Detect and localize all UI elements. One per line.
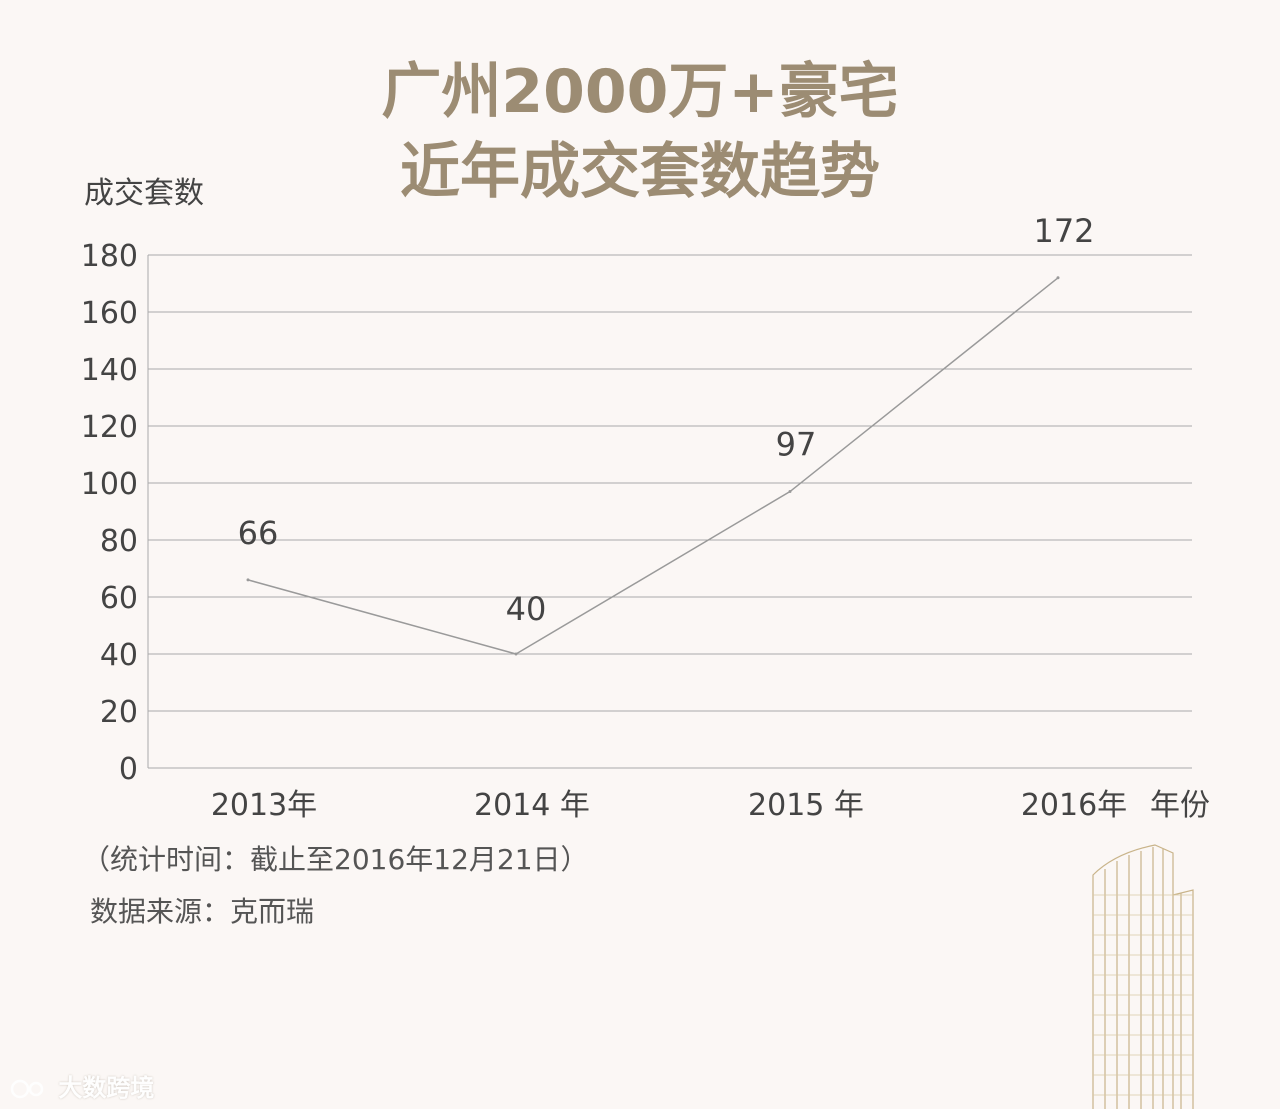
data-label: 172 [1033, 212, 1094, 250]
y-tick-label: 0 [119, 752, 138, 787]
series-line [247, 277, 1059, 655]
y-tick-label: 140 [81, 353, 138, 388]
y-tick-label: 100 [81, 467, 138, 502]
y-tick-label: 80 [100, 524, 138, 559]
chart-title: 广州2000万+豪宅 近年成交套数趋势 [0, 52, 1280, 212]
x-tick-label: 2016年 [1021, 788, 1127, 823]
y-tick-label: 180 [81, 239, 138, 274]
data-point [1056, 276, 1060, 280]
y-tick-label: 20 [100, 695, 138, 730]
speech-bubble-logo-icon [10, 1079, 44, 1099]
x-tick-label: 2015 年 [748, 788, 864, 823]
data-point [514, 652, 518, 656]
y-tick-label: 120 [81, 410, 138, 445]
chart-title-line1: 广州2000万+豪宅 [381, 57, 899, 127]
building-icon [1092, 844, 1194, 1109]
x-axis-label: 年份 [1150, 788, 1210, 823]
x-tick-label: 2013年 [211, 788, 317, 823]
y-tick-label: 60 [100, 581, 138, 616]
watermark-text: 大数跨境 [58, 1074, 155, 1102]
data-label: 66 [238, 514, 279, 552]
watermark: 大数跨境 [10, 1068, 154, 1103]
data-label: 40 [506, 590, 547, 628]
y-axis-label: 成交套数 [84, 176, 204, 211]
data-point [246, 578, 250, 582]
y-tick-label: 160 [81, 296, 138, 331]
statistics-period-note: （统计时间：截止至2016年12月21日） [82, 843, 589, 876]
x-tick-label: 2014 年 [474, 788, 590, 823]
data-point [788, 490, 792, 494]
data-label: 97 [776, 426, 817, 464]
data-source-note: 数据来源：克而瑞 [90, 895, 315, 928]
y-tick-label: 40 [100, 638, 138, 673]
chart-title-line2: 近年成交套数趋势 [400, 137, 880, 207]
